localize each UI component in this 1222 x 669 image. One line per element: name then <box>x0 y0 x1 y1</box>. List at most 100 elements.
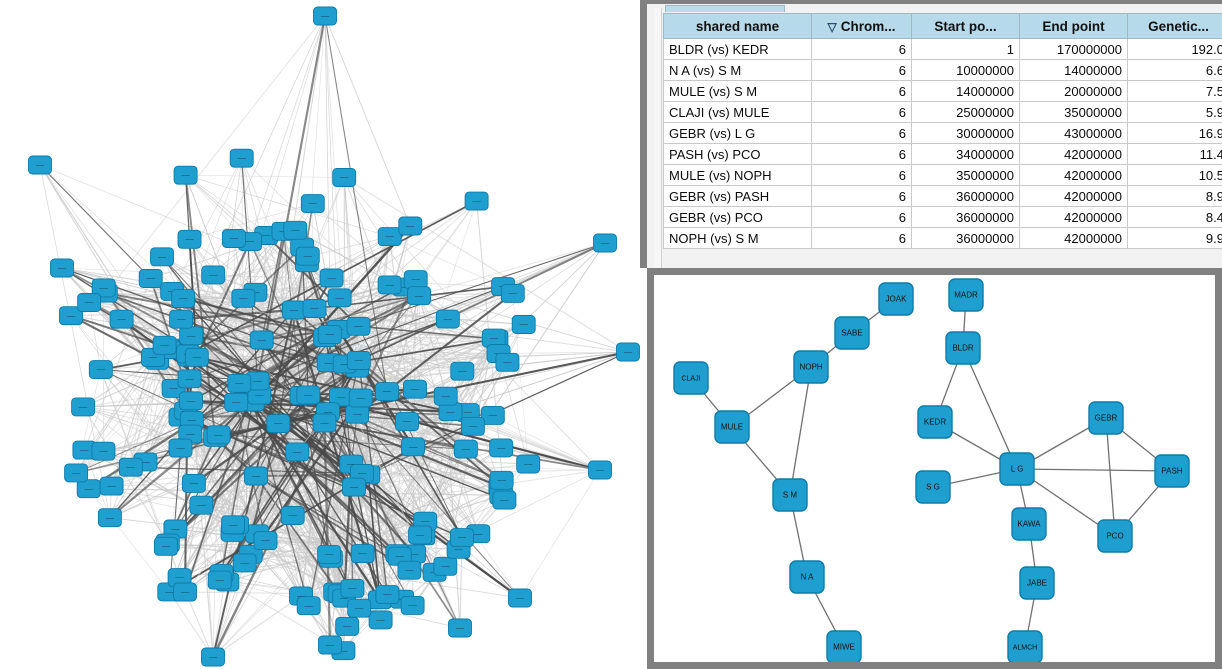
network-node[interactable] <box>346 316 371 336</box>
network-node[interactable] <box>317 544 342 564</box>
network-node[interactable] <box>302 299 327 318</box>
network-node[interactable] <box>516 454 541 474</box>
network-edge[interactable] <box>130 360 158 468</box>
node-shape[interactable] <box>772 478 808 512</box>
network-edge[interactable] <box>152 351 629 358</box>
network-edge[interactable] <box>343 177 479 534</box>
network-node[interactable] <box>59 306 83 326</box>
network-node[interactable] <box>318 635 342 655</box>
network-edge[interactable] <box>189 308 315 435</box>
network-edge[interactable] <box>343 177 629 353</box>
cell-genetic[interactable]: 7.5 <box>1127 80 1222 102</box>
cell-start_point[interactable]: 35000000 <box>911 164 1020 186</box>
network-edge[interactable] <box>962 347 1018 470</box>
network-edge[interactable] <box>255 475 341 595</box>
cell-chromosome[interactable]: 6 <box>811 59 912 81</box>
network-node[interactable] <box>109 309 134 329</box>
network-node[interactable] <box>588 460 612 480</box>
cell-genetic[interactable]: 6.6 <box>1127 59 1222 81</box>
network-node[interactable] <box>317 325 342 345</box>
network-node[interactable] <box>232 553 257 573</box>
cell-shared_name[interactable]: PASH (vs) PCO <box>663 143 812 165</box>
cell-shared_name[interactable]: BLDR (vs) KEDR <box>663 38 812 60</box>
network-edge[interactable] <box>88 488 170 593</box>
network-node[interactable] <box>221 229 246 248</box>
network-edge[interactable] <box>329 334 601 471</box>
network-node[interactable] <box>118 457 143 477</box>
network-node[interactable] <box>408 525 433 545</box>
network-node[interactable] <box>489 470 514 490</box>
network-node[interactable] <box>280 506 305 525</box>
network-node[interactable] <box>377 227 402 247</box>
network-edge[interactable] <box>252 401 310 606</box>
network-edge[interactable] <box>324 15 411 227</box>
column-header-genetic[interactable]: Genetic... <box>1127 13 1222 39</box>
cell-chromosome[interactable]: 6 <box>811 38 912 60</box>
table-row[interactable]: PASH (vs) PCO 6 34000000 42000000 11.4 <box>663 143 1222 165</box>
network-node[interactable]: GEBR <box>1088 401 1124 435</box>
network-edge[interactable] <box>180 15 326 449</box>
cell-start_point[interactable]: 14000000 <box>911 80 1020 102</box>
network-node[interactable] <box>296 596 321 616</box>
bottom-network-panel[interactable]: CLAJI MULE NOPH SABE JOAK S M N A MIWE MADR BLDR K… <box>647 268 1222 669</box>
column-header-end_point[interactable]: End point <box>1019 13 1128 39</box>
node-shape[interactable] <box>1088 401 1124 435</box>
network-edge[interactable] <box>111 15 326 487</box>
network-node[interactable]: PASH <box>1154 454 1190 488</box>
network-node[interactable]: PCO <box>1097 519 1133 553</box>
network-edge[interactable] <box>212 434 219 658</box>
cell-chromosome[interactable]: 6 <box>811 80 912 102</box>
network-edge[interactable] <box>185 174 345 178</box>
network-edge[interactable] <box>329 334 508 363</box>
network-edge[interactable] <box>252 401 414 606</box>
network-node[interactable] <box>433 556 458 576</box>
node-shape[interactable] <box>1019 566 1055 600</box>
network-edge[interactable] <box>257 286 504 382</box>
cell-end_point[interactable]: 42000000 <box>1019 227 1128 249</box>
network-edge[interactable] <box>324 422 521 599</box>
network-node[interactable]: BLDR <box>945 331 981 365</box>
network-node[interactable] <box>403 379 427 399</box>
column-header-shared_name[interactable]: shared name <box>663 13 812 39</box>
network-node[interactable] <box>400 595 425 615</box>
network-edge[interactable] <box>100 277 332 370</box>
network-node[interactable] <box>179 326 204 346</box>
network-node[interactable] <box>152 335 177 355</box>
network-node[interactable]: N A <box>789 560 825 594</box>
network-node[interactable] <box>492 490 517 510</box>
network-node[interactable] <box>312 413 337 433</box>
network-edge[interactable] <box>145 274 214 463</box>
node-shape[interactable] <box>948 278 984 312</box>
network-node[interactable] <box>435 309 460 329</box>
cell-chromosome[interactable]: 6 <box>811 206 912 228</box>
network-node[interactable] <box>77 293 102 312</box>
network-node[interactable] <box>350 544 375 564</box>
network-node[interactable] <box>266 414 291 434</box>
network-node[interactable]: KEDR <box>917 405 953 439</box>
cell-start_point[interactable]: 36000000 <box>911 206 1020 228</box>
table-tab-stub[interactable] <box>665 5 785 12</box>
network-edge[interactable] <box>242 382 501 488</box>
network-edge[interactable] <box>252 401 521 599</box>
network-node[interactable]: SABE <box>834 316 870 350</box>
network-edge[interactable] <box>418 295 426 522</box>
network-edge[interactable] <box>386 391 601 471</box>
network-edge[interactable] <box>161 256 363 474</box>
network-edge[interactable] <box>242 383 330 555</box>
network-node[interactable] <box>97 508 122 528</box>
network-edge[interactable] <box>255 284 390 293</box>
network-node[interactable] <box>495 352 520 372</box>
network-node[interactable]: S M <box>772 478 808 512</box>
network-node[interactable] <box>249 330 274 350</box>
cell-end_point[interactable]: 42000000 <box>1019 143 1128 165</box>
network-node[interactable] <box>283 220 308 240</box>
network-node[interactable] <box>88 360 113 380</box>
network-node[interactable] <box>449 528 474 548</box>
network-node[interactable] <box>64 463 89 483</box>
network-node[interactable] <box>207 570 232 590</box>
cell-genetic[interactable]: 11.4 <box>1127 143 1222 165</box>
